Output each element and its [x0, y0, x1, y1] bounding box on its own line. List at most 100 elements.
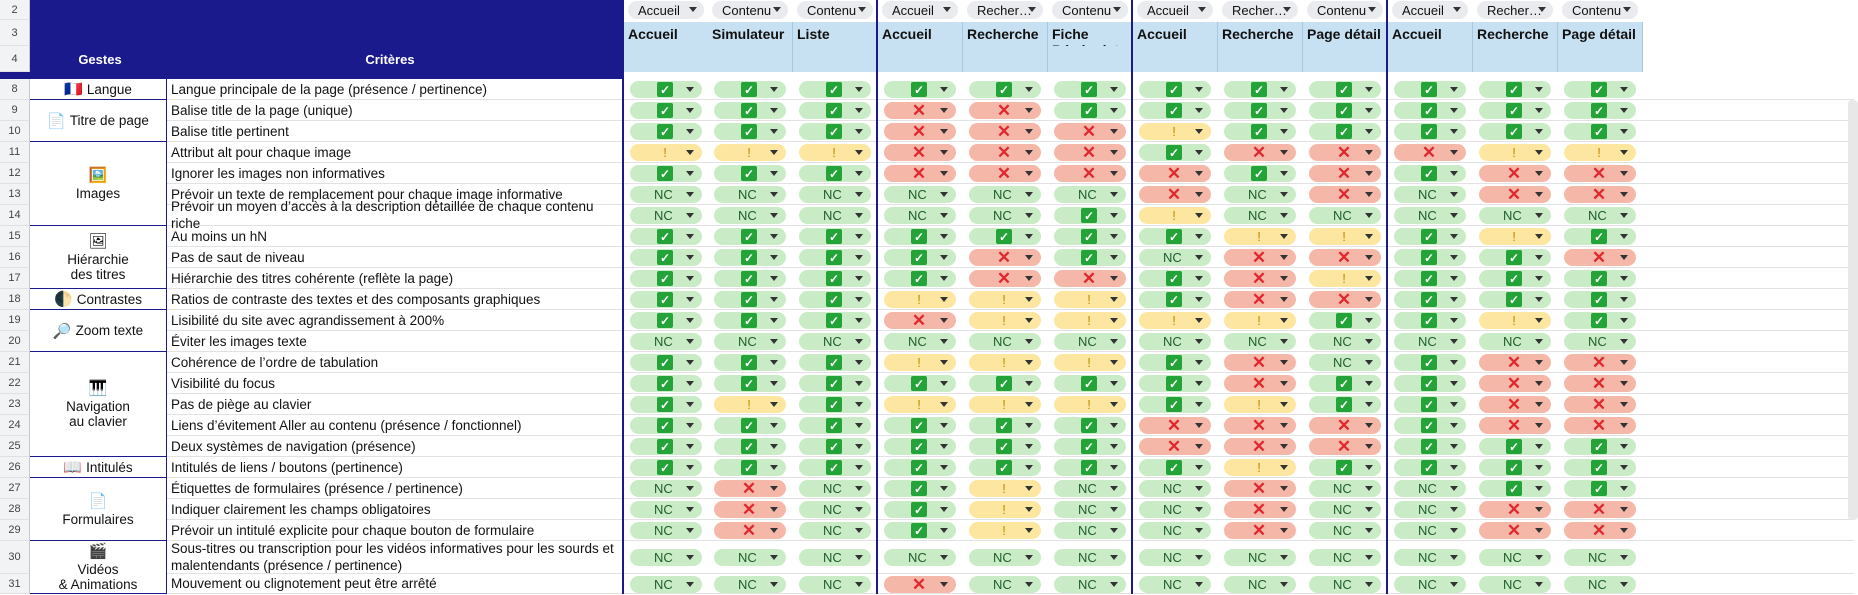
- status-dropdown-ok[interactable]: ✓: [1309, 375, 1381, 392]
- status-dropdown-nc[interactable]: NC: [714, 333, 786, 350]
- status-dropdown-ok[interactable]: ✓: [1564, 228, 1636, 245]
- status-dropdown-ko[interactable]: ✕: [1224, 290, 1296, 309]
- status-dropdown-ok[interactable]: ✓: [630, 165, 702, 182]
- status-dropdown-nc[interactable]: NC: [1479, 207, 1551, 224]
- status-dropdown-nc[interactable]: NC: [1054, 549, 1126, 566]
- vertical-scrollbar[interactable]: [1848, 100, 1858, 520]
- status-dropdown-nc[interactable]: NC: [1309, 522, 1381, 539]
- status-dropdown-ok[interactable]: ✓: [630, 249, 702, 266]
- category-dropdown[interactable]: Accueil: [1392, 1, 1468, 19]
- status-dropdown-warn[interactable]: !: [630, 144, 702, 161]
- status-dropdown-ok[interactable]: ✓: [884, 459, 956, 476]
- status-dropdown-nc[interactable]: NC: [630, 522, 702, 539]
- status-dropdown-ko[interactable]: ✕: [1224, 374, 1296, 393]
- status-dropdown-ok[interactable]: ✓: [799, 123, 871, 140]
- status-dropdown-ok[interactable]: ✓: [1479, 438, 1551, 455]
- status-dropdown-ok[interactable]: ✓: [1394, 396, 1466, 413]
- status-dropdown-ok[interactable]: ✓: [630, 270, 702, 287]
- status-dropdown-ko[interactable]: ✕: [714, 500, 786, 519]
- status-dropdown-ko[interactable]: ✕: [1479, 500, 1551, 519]
- status-dropdown-ok[interactable]: ✓: [1479, 81, 1551, 98]
- status-dropdown-nc[interactable]: NC: [799, 549, 871, 566]
- status-dropdown-nc[interactable]: NC: [1224, 333, 1296, 350]
- status-dropdown-ok[interactable]: ✓: [1479, 480, 1551, 497]
- status-dropdown-warn[interactable]: !: [1139, 207, 1211, 224]
- category-dropdown[interactable]: Contenu: [1307, 1, 1383, 19]
- status-dropdown-ko[interactable]: ✕: [1564, 500, 1636, 519]
- status-dropdown-warn[interactable]: !: [969, 501, 1041, 518]
- category-dropdown[interactable]: Accueil: [882, 1, 958, 19]
- status-dropdown-warn[interactable]: !: [884, 291, 956, 308]
- status-dropdown-nc[interactable]: NC: [1054, 522, 1126, 539]
- status-dropdown-ok[interactable]: ✓: [884, 501, 956, 518]
- status-dropdown-nc[interactable]: NC: [630, 480, 702, 497]
- status-dropdown-ok[interactable]: ✓: [884, 270, 956, 287]
- status-dropdown-nc[interactable]: NC: [1224, 186, 1296, 203]
- status-dropdown-nc[interactable]: NC: [1139, 549, 1211, 566]
- status-dropdown-ok[interactable]: ✓: [714, 438, 786, 455]
- status-dropdown-nc[interactable]: NC: [1054, 333, 1126, 350]
- status-dropdown-ko[interactable]: ✕: [969, 122, 1041, 141]
- status-dropdown-nc[interactable]: NC: [1394, 480, 1466, 497]
- status-dropdown-ko[interactable]: ✕: [1054, 122, 1126, 141]
- status-dropdown-nc[interactable]: NC: [884, 207, 956, 224]
- status-dropdown-warn[interactable]: !: [1224, 459, 1296, 476]
- status-dropdown-ok[interactable]: ✓: [1224, 102, 1296, 119]
- status-dropdown-ok[interactable]: ✓: [799, 291, 871, 308]
- status-dropdown-nc[interactable]: NC: [714, 207, 786, 224]
- status-dropdown-ko[interactable]: ✕: [1309, 185, 1381, 204]
- status-dropdown-ok[interactable]: ✓: [1394, 291, 1466, 308]
- status-dropdown-ok[interactable]: ✓: [1139, 396, 1211, 413]
- status-dropdown-warn[interactable]: !: [714, 396, 786, 413]
- status-dropdown-ok[interactable]: ✓: [799, 81, 871, 98]
- status-dropdown-nc[interactable]: NC: [1054, 576, 1126, 593]
- status-dropdown-nc[interactable]: NC: [1139, 576, 1211, 593]
- status-dropdown-ok[interactable]: ✓: [714, 165, 786, 182]
- category-dropdown[interactable]: Contenu: [1562, 1, 1638, 19]
- status-dropdown-nc[interactable]: NC: [1309, 207, 1381, 224]
- status-dropdown-ok[interactable]: ✓: [714, 375, 786, 392]
- status-dropdown-ok[interactable]: ✓: [884, 438, 956, 455]
- status-dropdown-ok[interactable]: ✓: [630, 354, 702, 371]
- status-dropdown-ok[interactable]: ✓: [884, 81, 956, 98]
- status-dropdown-nc[interactable]: NC: [1054, 501, 1126, 518]
- status-dropdown-warn[interactable]: !: [1479, 144, 1551, 161]
- status-dropdown-warn[interactable]: !: [969, 312, 1041, 329]
- status-dropdown-ok[interactable]: ✓: [714, 417, 786, 434]
- status-dropdown-nc[interactable]: NC: [1054, 186, 1126, 203]
- status-dropdown-ok[interactable]: ✓: [1564, 459, 1636, 476]
- status-dropdown-ok[interactable]: ✓: [714, 228, 786, 245]
- status-dropdown-ko[interactable]: ✕: [1479, 416, 1551, 435]
- status-dropdown-nc[interactable]: NC: [884, 333, 956, 350]
- status-dropdown-ok[interactable]: ✓: [799, 249, 871, 266]
- status-dropdown-warn[interactable]: !: [1479, 228, 1551, 245]
- status-dropdown-nc[interactable]: NC: [1139, 249, 1211, 266]
- status-dropdown-nc[interactable]: NC: [1394, 549, 1466, 566]
- status-dropdown-ok[interactable]: ✓: [714, 270, 786, 287]
- status-dropdown-ko[interactable]: ✕: [1564, 521, 1636, 540]
- status-dropdown-ok[interactable]: ✓: [1224, 123, 1296, 140]
- status-dropdown-nc[interactable]: NC: [1394, 576, 1466, 593]
- status-dropdown-ko[interactable]: ✕: [1224, 437, 1296, 456]
- status-dropdown-ko[interactable]: ✕: [1479, 374, 1551, 393]
- status-dropdown-ko[interactable]: ✕: [1224, 143, 1296, 162]
- status-dropdown-ko[interactable]: ✕: [1224, 248, 1296, 267]
- status-dropdown-ok[interactable]: ✓: [1309, 102, 1381, 119]
- status-dropdown-nc[interactable]: NC: [1564, 549, 1636, 566]
- status-dropdown-ko[interactable]: ✕: [1224, 416, 1296, 435]
- status-dropdown-warn[interactable]: !: [1054, 291, 1126, 308]
- status-dropdown-nc[interactable]: NC: [630, 549, 702, 566]
- status-dropdown-ko[interactable]: ✕: [1309, 143, 1381, 162]
- status-dropdown-ok[interactable]: ✓: [1479, 123, 1551, 140]
- status-dropdown-warn[interactable]: !: [884, 396, 956, 413]
- status-dropdown-ok[interactable]: ✓: [1139, 354, 1211, 371]
- status-dropdown-nc[interactable]: NC: [1479, 576, 1551, 593]
- status-dropdown-nc[interactable]: NC: [1309, 333, 1381, 350]
- status-dropdown-ko[interactable]: ✕: [1564, 185, 1636, 204]
- status-dropdown-ok[interactable]: ✓: [630, 375, 702, 392]
- status-dropdown-ok[interactable]: ✓: [1054, 207, 1126, 224]
- status-dropdown-ok[interactable]: ✓: [1394, 249, 1466, 266]
- status-dropdown-nc[interactable]: NC: [1309, 354, 1381, 371]
- status-dropdown-ko[interactable]: ✕: [1564, 374, 1636, 393]
- status-dropdown-ok[interactable]: ✓: [1054, 228, 1126, 245]
